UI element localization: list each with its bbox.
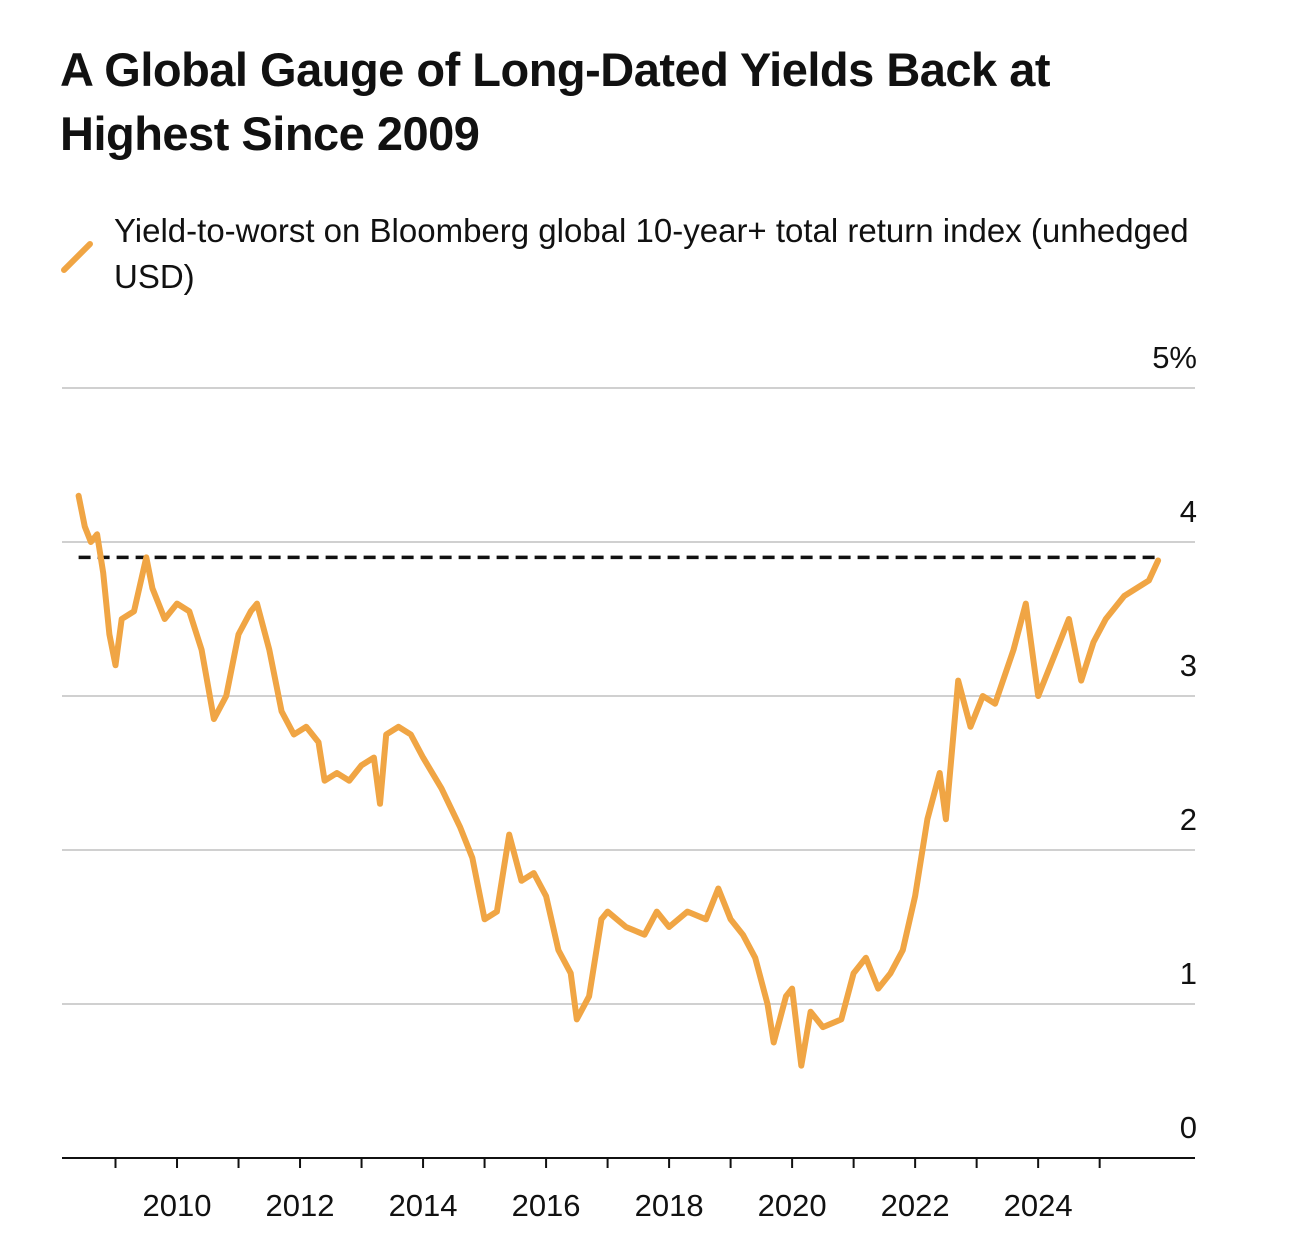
y-tick-label: 0 bbox=[1180, 1110, 1197, 1145]
x-tick-label: 2018 bbox=[635, 1188, 704, 1223]
x-tick-label: 2014 bbox=[389, 1188, 458, 1223]
x-tick-label: 2020 bbox=[758, 1188, 827, 1223]
y-tick-label: 3 bbox=[1180, 648, 1197, 683]
x-tick-label: 2012 bbox=[266, 1188, 335, 1223]
x-tick-label: 2024 bbox=[1004, 1188, 1073, 1223]
y-tick-label: 1 bbox=[1180, 956, 1197, 991]
x-tick-label: 2016 bbox=[512, 1188, 581, 1223]
y-tick-label: 4 bbox=[1180, 494, 1197, 529]
x-tick-label: 2010 bbox=[143, 1188, 212, 1223]
y-tick-label: 2 bbox=[1180, 802, 1197, 837]
data-line bbox=[75, 492, 1162, 1069]
legend-swatch bbox=[61, 241, 93, 273]
y-tick-label: 5% bbox=[1152, 340, 1197, 375]
x-tick-label: 2022 bbox=[881, 1188, 950, 1223]
legend-label: Yield-to-worst on Bloomberg global 10-ye… bbox=[114, 212, 1189, 295]
chart-title: A Global Gauge of Long-Dated Yields Back… bbox=[60, 43, 1051, 160]
